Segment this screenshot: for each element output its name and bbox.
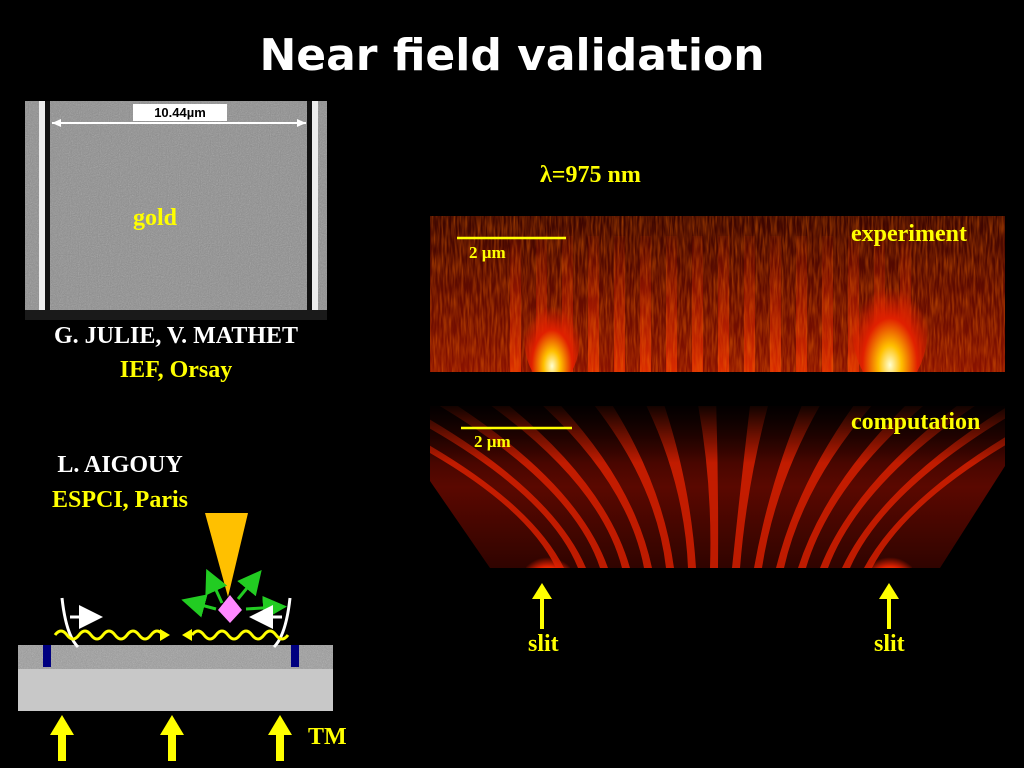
computation-map — [430, 406, 1005, 568]
probe-icon — [218, 595, 242, 623]
computation-label: computation — [851, 409, 981, 435]
slit-arrow-left — [532, 583, 552, 629]
slit-arrow-right — [879, 583, 899, 629]
page-title: Near field validation — [259, 30, 765, 81]
wavelength-label: λ=975 nm — [540, 162, 641, 188]
polarization-label: TM — [308, 724, 347, 750]
sem-micrograph — [25, 101, 327, 320]
credit-names-1: G. JULIE, V. MATHET — [53, 323, 299, 349]
credit-lab-2: ESPCI, Paris — [51, 487, 188, 513]
sem-scale-label: 10.44µm — [154, 105, 206, 120]
gold-label: gold — [133, 205, 178, 231]
tip-icon — [205, 513, 248, 597]
credit-lab-1: IEF, Orsay — [119, 357, 233, 383]
slit-label-left: slit — [528, 631, 559, 657]
slit-label-right: slit — [874, 631, 905, 657]
credit-name-2: L. AIGOUY — [57, 452, 183, 478]
computation-scale-label: 2 µm — [474, 432, 511, 451]
experiment-schematic — [18, 513, 333, 761]
experiment-map — [430, 216, 1005, 372]
experiment-label: experiment — [851, 221, 967, 247]
experiment-scale-label: 2 µm — [469, 243, 506, 262]
